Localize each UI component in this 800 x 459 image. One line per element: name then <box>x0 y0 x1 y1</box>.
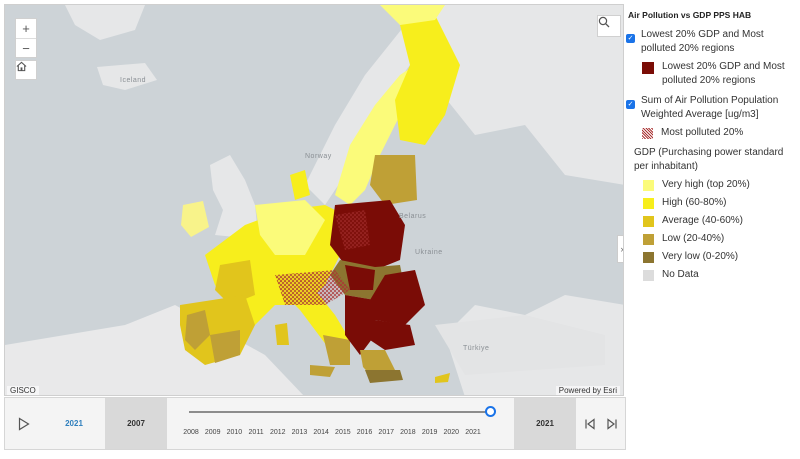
year-tick-label: 2013 <box>291 429 308 436</box>
chevron-right-icon: › <box>620 244 624 254</box>
layer2-toggle[interactable]: ✓ Sum of Air Pollution Population Weight… <box>626 94 798 122</box>
layer2-symbol-label: Most polluted 20% <box>661 127 744 138</box>
zoom-control: + − <box>15 18 37 58</box>
year-tick-label: 2016 <box>356 429 373 436</box>
gdp-class-label: Low (20-40%) <box>662 233 725 244</box>
map-canvas <box>5 5 623 395</box>
year-tick-label: 2008 <box>183 429 199 436</box>
next-button[interactable] <box>599 398 625 449</box>
label-norway: Norway <box>305 153 332 160</box>
gdp-class-swatch <box>643 197 654 209</box>
time-start-date: 2021 <box>65 419 83 428</box>
layer1-symbol: Lowest 20% GDP and Most polluted 20% reg… <box>642 60 798 88</box>
year-tick-label: 2010 <box>226 429 243 436</box>
year-tick-label: 2018 <box>400 429 416 436</box>
checkbox-checked-icon[interactable]: ✓ <box>626 100 635 109</box>
home-icon <box>16 61 27 72</box>
gdp-class-row: Very low (0-20%) <box>643 250 798 264</box>
layer1-symbol-label: Lowest 20% GDP and Most polluted 20% reg… <box>662 61 785 86</box>
gdp-class-label: Very high (top 20%) <box>662 179 750 190</box>
gdp-class-swatch <box>643 269 654 281</box>
gdp-class-label: High (60-80%) <box>662 197 727 208</box>
iceland-shape <box>97 63 157 90</box>
layer2-symbol: Most polluted 20% <box>642 126 798 140</box>
legend-panel: Air Pollution vs GDP PPS HAB ✓ Lowest 20… <box>626 4 798 396</box>
year-tick-label: 2019 <box>421 429 438 436</box>
attribution-right: Powered by Esri <box>555 386 620 395</box>
layer1-label: Lowest 20% GDP and Most polluted 20% reg… <box>641 29 764 54</box>
layer1-swatch <box>642 62 654 74</box>
slider-track[interactable] <box>189 411 491 413</box>
zoom-out-button[interactable]: − <box>16 38 36 57</box>
gdp-class-label: Average (40-60%) <box>662 215 743 226</box>
gdp-class-row: Low (20-40%) <box>643 232 798 246</box>
gdp-class-row: Average (40-60%) <box>643 214 798 228</box>
label-ukraine: Ukraine <box>415 249 443 256</box>
gdp-class-swatch <box>643 179 654 191</box>
time-end-date: 2007 <box>105 398 167 449</box>
year-ticks: 2008 2009 2010 2011 2012 2013 2014 2015 2016 2017… <box>169 429 513 441</box>
gdp-class-swatch <box>643 251 654 263</box>
previous-icon <box>585 417 595 430</box>
search-button[interactable] <box>597 15 621 37</box>
gdp-class-row: No Data <box>643 268 798 282</box>
gdp-class-row: High (60-80%) <box>643 196 798 210</box>
time-slider: 2021 2007 2008 2009 2010 2011 2012 2013 2014 20… <box>4 397 626 450</box>
label-belarus: Belarus <box>399 213 427 220</box>
gdp-class-label: Very low (0-20%) <box>662 251 739 262</box>
layer1-toggle[interactable]: ✓ Lowest 20% GDP and Most polluted 20% r… <box>626 28 798 56</box>
gdp-legend-title: GDP (Purchasing power standard per inhab… <box>634 147 784 172</box>
gdp-class-label: No Data <box>662 269 699 280</box>
year-tick-label: 2009 <box>204 429 221 436</box>
next-icon <box>607 417 617 430</box>
gdp-class-row: Very high (top 20%) <box>643 178 798 192</box>
checkbox-checked-icon[interactable]: ✓ <box>626 34 635 43</box>
gdp-class-swatch <box>643 233 654 245</box>
gdp-class-list: Very high (top 20%) High (60-80%) Average … <box>626 178 798 282</box>
home-button[interactable] <box>15 60 37 80</box>
gdp-class-swatch <box>643 215 654 227</box>
play-icon <box>18 416 30 431</box>
year-tick-label: 2021 <box>465 429 481 436</box>
attribution-left: GISCO <box>7 386 39 395</box>
year-tick-label: 2014 <box>313 429 329 436</box>
play-button[interactable] <box>5 398 43 449</box>
label-turkey: Türkiye <box>463 345 490 352</box>
legend-title: Air Pollution vs GDP PPS HAB <box>628 10 752 20</box>
slider-thumb[interactable] <box>485 406 496 417</box>
previous-button[interactable] <box>577 398 603 449</box>
search-icon <box>598 16 610 28</box>
collapse-panel-button[interactable]: › <box>617 235 624 263</box>
map-view[interactable]: Iceland Norway Belarus Ukraine Türkiye +… <box>4 4 624 396</box>
current-date: 2021 <box>514 398 576 449</box>
year-tick-label: 2012 <box>269 429 286 436</box>
year-tick-label: 2015 <box>335 429 351 436</box>
year-tick-label: 2017 <box>378 429 395 436</box>
hatch-swatch <box>642 128 653 139</box>
slider-track-area[interactable]: 2008 2009 2010 2011 2012 2013 2014 2015 2016 2017… <box>169 398 513 449</box>
year-tick-label: 2020 <box>443 429 460 436</box>
label-iceland: Iceland <box>120 77 147 84</box>
layer2-label: Sum of Air Pollution Population Weighted… <box>641 95 779 120</box>
year-tick-label: 2011 <box>248 429 264 436</box>
zoom-in-button[interactable]: + <box>22 21 30 36</box>
